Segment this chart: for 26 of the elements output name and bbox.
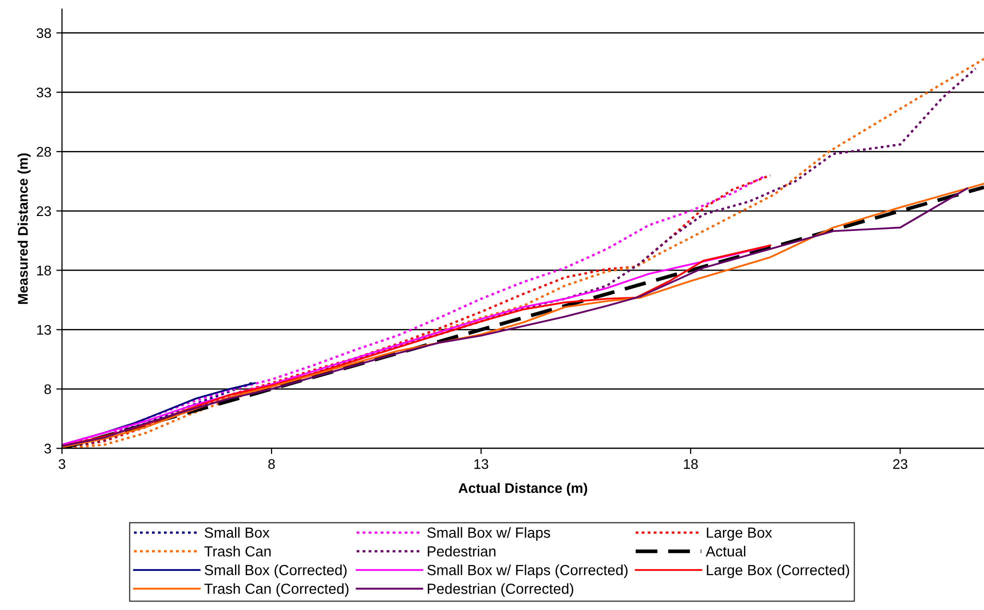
y-tick-label: 18 [37,266,51,276]
y-tick-label: 3 [44,444,51,454]
legend-label: Small Box [204,527,270,538]
legend-label: Small Box (Corrected) [204,564,347,578]
x-tick-label: 13 [474,459,488,469]
y-axis-title: Measured Distance (m) [18,153,31,304]
legend-label: Pedestrian (Corrected) [428,583,574,597]
y-tick-label: 13 [37,324,51,335]
legend-label: Trash Can [204,546,271,557]
legend-label: Pedestrian [428,546,496,557]
x-tick-label: 18 [684,459,698,469]
legend-label: Small Box w/ Flaps (Corrected) [427,564,628,578]
x-axis-title: Actual Distance (m) [458,482,588,496]
y-tick-label: 8 [44,384,51,394]
x-tick-label: 23 [893,459,908,469]
legend-label: Actual [706,546,746,557]
legend-label: Large Box (Corrected) [706,564,850,578]
y-tick-label: 23 [36,206,51,216]
x-tick-label: 3 [58,459,66,469]
legend-label: Large Box [706,528,772,541]
y-tick-label: 28 [36,146,51,157]
y-tick-label: 33 [36,88,51,98]
legend-label: Trash Can (Corrected) [204,583,348,597]
legend-label: Small Box w/ Flaps [427,527,550,541]
x-tick-label: 8 [268,459,275,469]
y-tick-label: 38 [36,28,51,38]
